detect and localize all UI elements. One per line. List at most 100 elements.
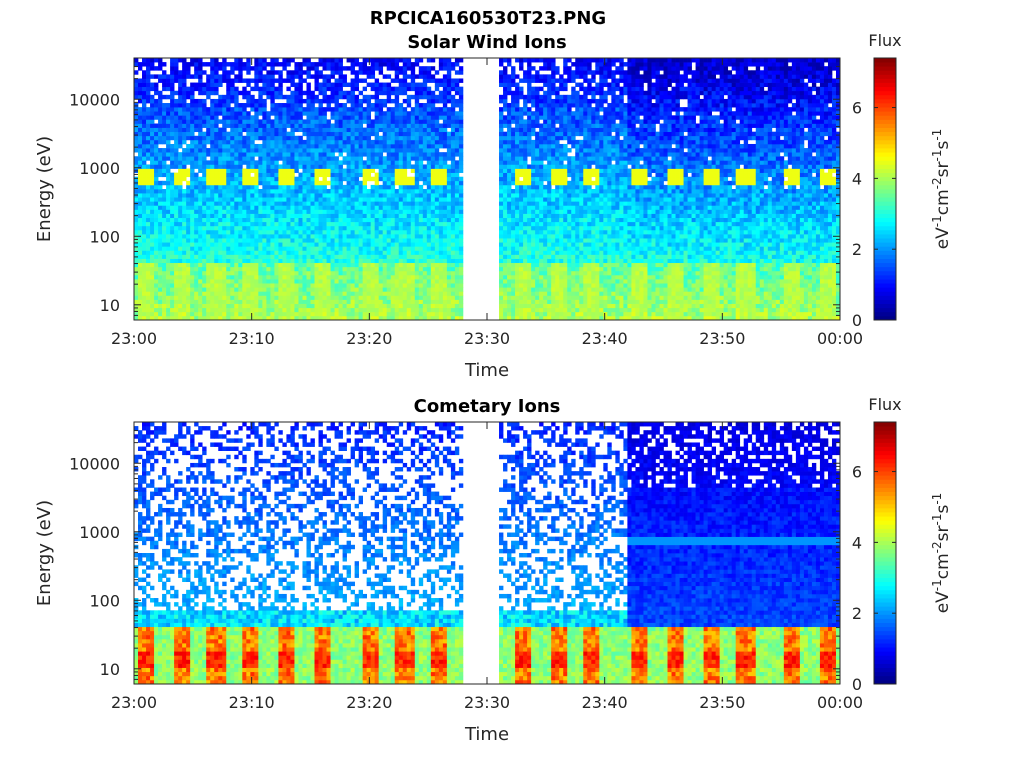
heatmap-cell — [358, 311, 363, 317]
heatmap-cell — [218, 213, 223, 218]
heatmap-cell — [298, 201, 303, 206]
heatmap-cell — [338, 283, 343, 288]
heatmap-cell — [282, 250, 287, 255]
heatmap-cell — [362, 148, 368, 153]
heatmap-cell — [186, 148, 191, 153]
heatmap-cell — [426, 250, 432, 255]
heatmap-cell — [430, 254, 436, 259]
heatmap-cell — [402, 221, 408, 227]
heatmap-cell — [190, 299, 195, 304]
heatmap-cell — [218, 258, 223, 264]
heatmap-cell — [222, 262, 227, 268]
heatmap-cell — [350, 299, 355, 304]
heatmap-cell — [362, 143, 368, 149]
heatmap-cell — [499, 123, 504, 128]
heatmap-cell — [314, 229, 319, 235]
heatmap-cell — [438, 98, 444, 104]
heatmap-cell — [302, 160, 307, 165]
heatmap-cell — [214, 74, 219, 79]
heatmap-cell — [230, 143, 235, 149]
heatmap-cell — [262, 58, 267, 63]
heatmap-cell — [242, 111, 247, 116]
heatmap-cell — [222, 283, 227, 288]
heatmap-cell — [230, 229, 235, 235]
heatmap-cell — [162, 229, 167, 235]
heatmap-cell — [406, 189, 412, 194]
heatmap-cell — [322, 135, 327, 141]
heatmap-cell — [310, 156, 315, 161]
heatmap-cell — [430, 193, 436, 198]
heatmap-cell — [454, 62, 460, 67]
heatmap-cell — [206, 62, 211, 67]
heatmap-cell — [134, 238, 139, 243]
heatmap-cell — [338, 201, 343, 206]
heatmap-cell — [402, 262, 408, 268]
heatmap-cell — [198, 311, 203, 317]
heatmap-cell — [422, 107, 428, 112]
heatmap-cell — [314, 254, 319, 259]
heatmap-cell — [134, 94, 139, 100]
heatmap-cell — [270, 201, 275, 206]
heatmap-cell — [274, 193, 279, 198]
heatmap-cell — [499, 242, 504, 247]
heatmap-cell — [318, 70, 323, 75]
heatmap-cell — [234, 262, 239, 268]
heatmap-cell — [370, 250, 376, 255]
heatmap-cell — [354, 250, 359, 255]
heatmap-cell — [278, 234, 283, 239]
heatmap-cell — [450, 176, 456, 182]
heatmap-cell — [330, 156, 335, 161]
heatmap-cell — [318, 58, 323, 63]
heatmap-cell — [174, 103, 179, 108]
heatmap-cell — [254, 270, 259, 276]
heatmap-cell — [458, 299, 464, 304]
heatmap-cell — [294, 168, 299, 173]
heatmap-cell — [326, 299, 331, 304]
heatmap-cell — [378, 193, 384, 198]
heatmap-cell — [430, 242, 436, 247]
heatmap-cell — [286, 225, 291, 231]
heatmap-cell — [330, 94, 335, 100]
heatmap-cell — [442, 295, 448, 300]
heatmap-cell — [310, 160, 315, 165]
heatmap-cell — [142, 139, 147, 145]
heatmap-cell — [322, 176, 327, 182]
heatmap-cell — [334, 266, 339, 272]
heatmap-cell — [230, 94, 235, 100]
heatmap-cell — [334, 262, 339, 268]
heatmap-cell — [298, 299, 303, 304]
heatmap-cell — [162, 299, 167, 304]
heatmap-cell — [310, 205, 315, 210]
heatmap-cell — [362, 295, 368, 300]
heatmap-cell — [414, 107, 420, 112]
heatmap-cell — [262, 135, 267, 141]
heatmap-cell — [346, 254, 351, 259]
heatmap-cell — [354, 213, 359, 218]
heatmap-cell — [310, 258, 315, 264]
heatmap-cell — [438, 172, 444, 178]
heatmap-cell — [342, 246, 347, 251]
heatmap-cell — [142, 148, 147, 153]
heatmap-cell — [398, 246, 404, 251]
heatmap-cell — [350, 160, 355, 165]
heatmap-cell — [230, 270, 235, 276]
heatmap-cell — [434, 189, 440, 194]
heatmap-cell — [454, 295, 460, 300]
heatmap-cell — [278, 283, 283, 288]
heatmap-cell — [442, 221, 448, 227]
heatmap-cell — [454, 225, 460, 231]
heatmap-cell — [314, 213, 319, 218]
heatmap-cell — [282, 189, 287, 194]
heatmap-cell — [406, 62, 412, 67]
heatmap-cell — [426, 258, 432, 264]
heatmap-cell — [350, 209, 355, 214]
heatmap-cell — [402, 127, 408, 133]
heatmap-cell — [346, 139, 351, 145]
heatmap-cell — [306, 139, 311, 145]
heatmap-cell — [318, 238, 323, 243]
heatmap-cell — [458, 201, 464, 206]
heatmap-cell — [378, 274, 384, 280]
heatmap-cell — [442, 156, 448, 161]
heatmap-cell — [278, 238, 283, 243]
heatmap-cell — [154, 266, 159, 272]
